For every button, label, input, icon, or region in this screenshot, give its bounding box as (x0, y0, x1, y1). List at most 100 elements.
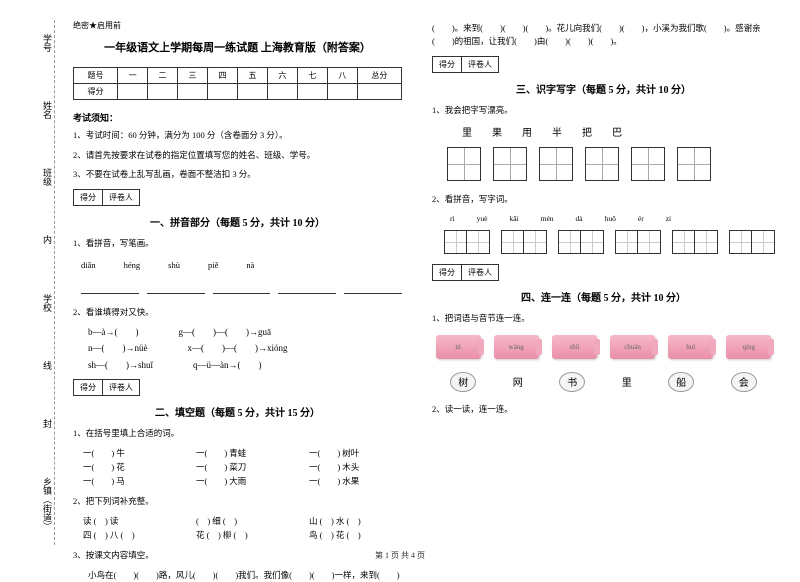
blank (81, 284, 139, 294)
pinyin-row-2: rì yuè kāi mén dà huǒ ér zi (450, 214, 775, 223)
q2-1: 1、在括号里填上合适的词。 (73, 427, 402, 440)
section-2-header: 得分 评卷人 (73, 379, 402, 396)
char-grid (631, 147, 665, 181)
score-box: 得分 评卷人 (73, 379, 140, 396)
score-box: 得分 评卷人 (432, 264, 499, 281)
exam-page: 学号 姓名 班级 内 学校 线 封 乡镇（街道） 绝密★启用前 一年级语文上学期… (0, 0, 800, 545)
fill: 鸟 ( ) 花 ( ) (309, 528, 402, 542)
pink-tag: huì (668, 335, 713, 359)
char-grid (493, 147, 527, 181)
sidebar-label: 乡镇（街道） (15, 473, 54, 535)
fill: 一( ) 马 (83, 474, 176, 488)
char-grid (539, 147, 573, 181)
fill: 花 ( ) 柳 ( ) (196, 528, 289, 542)
exam-title: 一年级语文上学期每周一练试题 上海教育版（附答案） (73, 39, 402, 55)
dbl-grid (501, 230, 547, 254)
word: 里 (622, 372, 632, 392)
pinyin: shù (168, 260, 180, 270)
th: 八 (327, 68, 357, 84)
pinyin: yuè (477, 214, 488, 223)
score-label: 得分 (433, 57, 462, 72)
section-1-title: 一、拼音部分（每题 5 分，共计 10 分） (73, 214, 402, 229)
th: 五 (237, 68, 267, 84)
pair: b—à→( ) (88, 324, 139, 340)
score-label: 得分 (74, 190, 103, 205)
pinyin: huǒ (605, 214, 616, 223)
word-bubble: 船 (668, 372, 694, 392)
q4-1: 1、把词语与音节连一连。 (432, 312, 775, 325)
blank (147, 284, 205, 294)
table-row: 题号 一 二 三 四 五 六 七 八 总分 (74, 68, 402, 84)
q1-2: 2、看谁填得对又快。 (73, 306, 402, 319)
continuation-text: ( )。来到( )( )( )。花儿向我们( )( )，小溪为我们歌( )。感谢… (432, 22, 775, 48)
th: 总分 (357, 68, 401, 84)
dbl-grid (615, 230, 661, 254)
pink-tag-row: tú wàng shū chuán huì qíng (432, 335, 775, 359)
pinyin: rì (450, 214, 455, 223)
writing-grids (447, 147, 775, 181)
instruction-line: 3、不要在试卷上乱写乱画，卷面不整洁扣 3 分。 (73, 168, 402, 182)
blank (213, 284, 271, 294)
left-column: 绝密★启用前 一年级语文上学期每周一练试题 上海教育版（附答案） 题号 一 二 … (63, 20, 412, 545)
sidebar-label: 姓名 (15, 97, 54, 123)
sidebar-label: 封 (15, 415, 54, 432)
q2-2: 2、把下列词补充整。 (73, 495, 402, 508)
pinyin: ér (638, 214, 644, 223)
char-grid (585, 147, 619, 181)
blank (278, 284, 336, 294)
sidebar-label: 班级 (15, 164, 54, 190)
blank (344, 284, 402, 294)
fill: 一( ) 水果 (309, 474, 402, 488)
pinyin: héng (124, 260, 141, 270)
section-4-title: 四、连一连（每题 5 分，共计 10 分） (432, 289, 775, 304)
dbl-grid (444, 230, 490, 254)
td: 得分 (74, 84, 118, 100)
pink-tag: qíng (726, 335, 771, 359)
dbl-grid (558, 230, 604, 254)
score-box: 得分 评卷人 (432, 56, 499, 73)
sidebar-label: 线 (15, 357, 54, 374)
pink-tag: wàng (494, 335, 539, 359)
th: 六 (267, 68, 297, 84)
score-table: 题号 一 二 三 四 五 六 七 八 总分 得分 (73, 67, 402, 100)
secret-label: 绝密★启用前 (73, 20, 402, 31)
q3-1: 1、我会把字写漂亮。 (432, 104, 775, 117)
pinyin: kāi (509, 214, 518, 223)
right-column: ( )。来到( )( )( )。花儿向我们( )( )，小溪为我们歌( )。感谢… (422, 20, 785, 545)
score-label: 得分 (433, 265, 462, 280)
pair: sh—( )→shuǐ (88, 357, 153, 373)
fill: 一( ) 木头 (309, 460, 402, 474)
fill: 一( ) 大雨 (196, 474, 289, 488)
char: 用 (522, 124, 532, 139)
word-bubble: 书 (559, 372, 585, 392)
th: 一 (118, 68, 148, 84)
fill: 一( ) 树叶 (309, 446, 402, 460)
char: 把 (582, 124, 592, 139)
char: 半 (552, 124, 562, 139)
th: 三 (178, 68, 208, 84)
binding-sidebar: 学号 姓名 班级 内 学校 线 封 乡镇（街道） (15, 20, 55, 545)
word-bubble: 会 (731, 372, 757, 392)
section-2-title: 二、填空题（每题 5 分，共计 15 分） (73, 404, 402, 419)
dbl-grid (672, 230, 718, 254)
section-3-title: 三、识字写字（每题 5 分，共计 10 分） (432, 81, 775, 96)
instruction-line: 1、考试时间：60 分钟，满分为 100 分（含卷面分 3 分）。 (73, 129, 402, 143)
char: 里 (462, 124, 472, 139)
th: 四 (207, 68, 237, 84)
score-box: 得分 评卷人 (73, 189, 140, 206)
section-4-header: 得分 评卷人 (432, 264, 775, 281)
th: 题号 (74, 68, 118, 84)
table-row: 得分 (74, 84, 402, 100)
grader-label: 评卷人 (103, 380, 139, 395)
pair: q—ü—àn→( ) (193, 357, 262, 373)
pinyin-row: diǎn héng shù piě nà (81, 260, 402, 270)
section-1-header: 得分 评卷人 (73, 189, 402, 206)
fill: 一( ) 菜刀 (196, 460, 289, 474)
double-grids (444, 230, 775, 254)
pair: n—( )→nüè (88, 340, 148, 356)
fill-grid: 一( ) 牛一( ) 青蛙一( ) 树叶 一( ) 花一( ) 菜刀一( ) 木… (73, 446, 402, 489)
fill: 读 ( ) 读 (83, 514, 176, 528)
char: 巴 (612, 124, 622, 139)
fill: ( ) 细 ( ) (196, 514, 289, 528)
dbl-grid (729, 230, 775, 254)
